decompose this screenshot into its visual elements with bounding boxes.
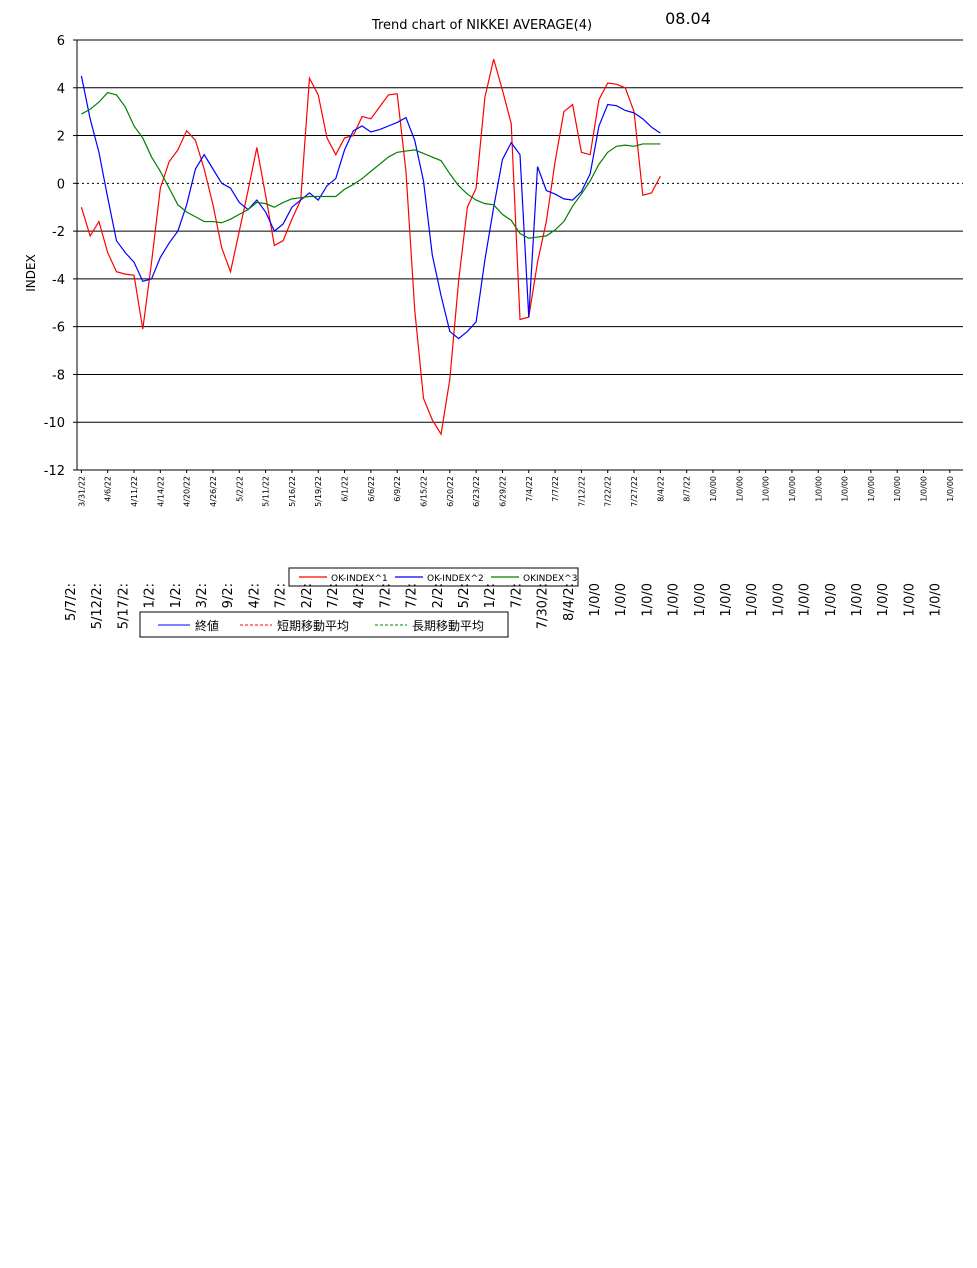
overlay-x-label: 1/0/0 — [824, 583, 839, 617]
x-tick-label: 5/16/22 — [288, 476, 297, 507]
overlay-x-label: 1/0/0 — [771, 583, 786, 617]
x-tick-label: 7/4/22 — [525, 476, 534, 502]
y-axis-label: INDEX — [24, 254, 38, 292]
legend-label: OK-INDEX^2 — [427, 574, 484, 584]
overlay-x-label: 1/0/0 — [745, 583, 760, 617]
x-tick-label: 5/2/22 — [235, 476, 244, 502]
overlay-x-label: 1/2: — [483, 583, 498, 608]
overlay-x-label: 1/0/0 — [902, 583, 917, 617]
overlay-x-label: 7/2: — [274, 583, 289, 608]
legend-label: OKINDEX^3 — [523, 574, 577, 584]
overlay-x-label: 3/2: — [195, 583, 210, 608]
x-tick-label: 8/7/22 — [683, 476, 692, 502]
x-tick-label: 8/4/22 — [656, 476, 665, 502]
overlay-x-label: 1/2: — [143, 583, 158, 608]
x-tick-label: 5/11/22 — [262, 476, 271, 507]
y-tick-label: -8 — [52, 368, 65, 383]
x-tick-label: 1/0/00 — [867, 476, 876, 502]
x-tick-label: 7/7/22 — [551, 476, 560, 502]
overlay-legend-label: 終値 — [195, 618, 219, 633]
overlay-legend-label: 短期移動平均 — [277, 619, 349, 633]
series-line — [80, 75, 661, 340]
x-tick-label: 7/27/22 — [630, 476, 639, 507]
chart-title: Trend chart of NIKKEI AVERAGE(4) — [371, 18, 592, 33]
legend-box — [288, 567, 579, 587]
x-tick-label: 7/22/22 — [604, 476, 613, 507]
overlay-x-label: 9/2: — [221, 583, 236, 608]
x-tick-label: 6/9/22 — [393, 476, 402, 502]
x-tick-label: 4/11/22 — [130, 476, 139, 507]
series-line — [81, 91, 661, 239]
x-tick-label: 1/0/00 — [946, 476, 955, 502]
x-tick-label: 1/0/00 — [709, 476, 718, 502]
overlay-x-label: 1/0/0 — [693, 583, 708, 617]
x-tick-label: 4/26/22 — [209, 476, 218, 507]
overlay-x-label: 1/0/0 — [588, 583, 603, 617]
y-tick-label: -4 — [52, 273, 65, 288]
overlay-x-label: 4/2: — [247, 583, 262, 608]
y-tick-label: -2 — [52, 225, 65, 240]
y-tick-label: 6 — [57, 34, 65, 49]
overlay-legend-label: 長期移動平均 — [412, 619, 484, 633]
x-tick-label: 1/0/00 — [920, 476, 929, 502]
x-tick-label: 1/0/00 — [735, 476, 744, 502]
y-tick-label: -10 — [44, 416, 65, 431]
overlay-x-label: 7/2: — [326, 583, 341, 608]
x-tick-label: 6/20/22 — [446, 476, 455, 507]
legend-label: OK-INDEX^1 — [331, 574, 388, 584]
overlay-x-label: 7/30/2: — [536, 583, 551, 629]
y-tick-label: -6 — [52, 321, 65, 336]
overlay-x-label: 1/0/0 — [640, 583, 655, 617]
overlay-x-label: 5/7/2: — [64, 583, 79, 621]
overlay-x-label: 5/2: — [457, 583, 472, 608]
overlay-x-label: 1/0/0 — [614, 583, 629, 617]
x-tick-label: 6/15/22 — [420, 476, 429, 507]
overlay-x-label: 2/2: — [431, 583, 446, 608]
x-tick-label: 1/0/00 — [814, 476, 823, 502]
overlay-x-label: 7/2: — [509, 583, 524, 608]
overlay-x-label: 7/2: — [378, 583, 393, 608]
overlay-x-label: 7/2: — [405, 583, 420, 608]
x-tick-label: 1/0/00 — [893, 476, 902, 502]
y-tick-label: -12 — [44, 464, 65, 479]
overlay-x-label: 4/2: — [352, 583, 367, 608]
x-tick-label: 4/20/22 — [183, 476, 192, 507]
y-tick-label: 4 — [57, 82, 65, 97]
x-tick-label: 4/14/22 — [156, 476, 165, 507]
overlay-x-label: 1/2: — [169, 583, 184, 608]
overlay-x-label: 1/0/0 — [719, 583, 734, 617]
overlay-x-label: 1/0/0 — [667, 583, 682, 617]
overlay-x-label: 1/0/0 — [876, 583, 891, 617]
series-line — [80, 58, 661, 436]
x-tick-label: 6/29/22 — [498, 476, 507, 507]
x-tick-label: 6/23/22 — [472, 476, 481, 507]
x-tick-label: 5/19/22 — [314, 476, 323, 507]
y-tick-label: 0 — [57, 177, 65, 192]
overlay-legend-box — [139, 611, 509, 638]
x-tick-label: 1/0/00 — [788, 476, 797, 502]
x-tick-label: 6/6/22 — [367, 476, 376, 502]
overlay-x-label: 8/4/2: — [562, 583, 577, 621]
overlay-x-label: 5/12/2: — [90, 583, 105, 629]
x-tick-label: 7/12/22 — [577, 476, 586, 507]
x-tick-label: 1/0/00 — [762, 476, 771, 502]
annotation: 08.04 — [665, 9, 711, 28]
x-tick-label: 1/0/00 — [841, 476, 850, 502]
overlay-x-label: 1/0/0 — [798, 583, 813, 617]
overlay-x-label: 5/17/2: — [116, 583, 131, 629]
x-tick-label: 3/31/22 — [77, 476, 86, 507]
x-tick-label: 6/1/22 — [341, 476, 350, 502]
x-tick-label: 4/6/22 — [104, 476, 113, 502]
overlay-x-label: 1/0/0 — [929, 583, 944, 617]
overlay-x-label: 2/2: — [300, 583, 315, 608]
overlay-x-label: 1/0/0 — [850, 583, 865, 617]
y-tick-label: 2 — [57, 130, 65, 145]
